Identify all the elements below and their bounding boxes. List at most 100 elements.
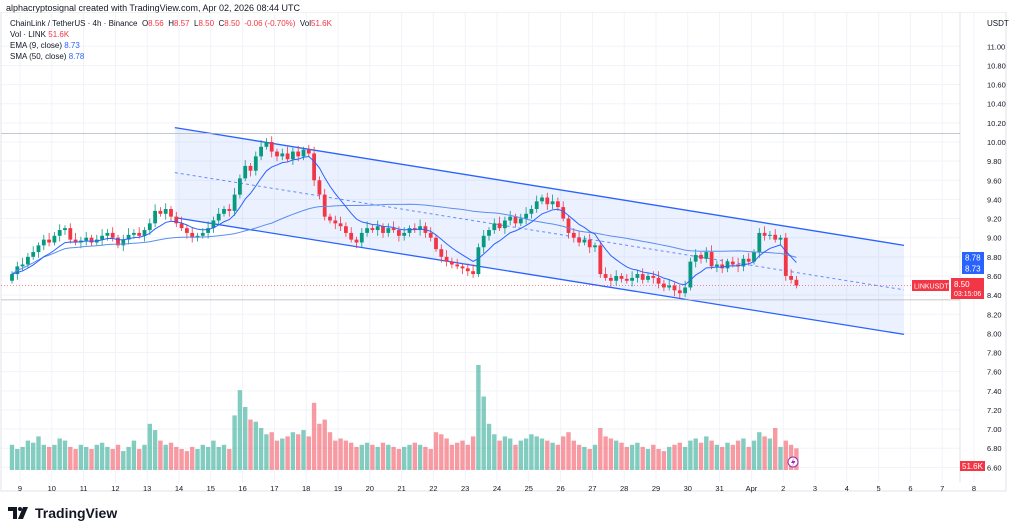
volume-bar xyxy=(513,444,518,470)
price-chart[interactable]: 11.00 10.80 10.60 10.40 10.20 10.00 9.80 9.60 9.… xyxy=(0,12,1024,497)
ema-tag-bg xyxy=(962,263,984,274)
candle-body xyxy=(291,151,295,160)
volume-bar xyxy=(481,396,486,470)
candle-body xyxy=(571,232,576,238)
y-tick-label: 9.80 xyxy=(987,157,1002,166)
volume-bar xyxy=(158,440,163,470)
candle-body xyxy=(137,232,142,236)
candle-body xyxy=(412,228,417,231)
y-tick-label: 8.60 xyxy=(987,272,1002,281)
tradingview-logo[interactable]: TradingView xyxy=(8,505,117,521)
sma-50-line xyxy=(11,203,797,275)
x-tick-label: 20 xyxy=(366,484,374,493)
volume-bar xyxy=(20,446,25,470)
volume-bar xyxy=(232,415,237,470)
y-tick-label: 7.60 xyxy=(987,368,1002,377)
y-tick-label: 10.60 xyxy=(987,81,1006,90)
x-tick-label: 12 xyxy=(111,484,119,493)
volume-bar xyxy=(211,440,216,470)
close-value: 8.50 xyxy=(224,19,240,28)
volume-bar xyxy=(677,442,682,470)
volume-bar xyxy=(412,442,417,470)
credit-line: alphacryptosignal created with TradingVi… xyxy=(6,3,301,13)
x-tick-label: 27 xyxy=(588,484,596,493)
volume-bar xyxy=(523,438,529,470)
candle-body xyxy=(725,261,730,269)
y-tick-label: 8.00 xyxy=(987,329,1002,338)
candle-body xyxy=(656,277,661,284)
close-label: C xyxy=(218,19,225,28)
x-tick-label: 16 xyxy=(238,484,246,493)
volume-bar xyxy=(147,423,152,470)
countdown: 03:15:06 xyxy=(954,291,981,298)
volume-bar xyxy=(57,438,62,470)
candle-body xyxy=(582,239,587,243)
volume-bar xyxy=(349,442,354,470)
candle-body xyxy=(57,230,62,236)
candle-body xyxy=(359,232,364,243)
volume-bar xyxy=(709,440,714,470)
sma-legend[interactable]: SMA (50, close) 8.78 xyxy=(10,51,332,62)
volume-bar xyxy=(778,446,783,470)
candle-body xyxy=(238,178,242,195)
candle-body xyxy=(577,237,581,243)
candle-body xyxy=(110,232,115,238)
candle-body xyxy=(598,245,603,275)
volume-tag-bg xyxy=(960,461,985,471)
x-tick-label: 18 xyxy=(302,484,310,493)
candle-body xyxy=(550,201,555,205)
symbol-legend[interactable]: ChainLink / TetherUS · 4h · Binance O8.5… xyxy=(10,18,332,29)
candle-body xyxy=(487,230,491,236)
candle-body xyxy=(746,258,751,262)
candle-body xyxy=(116,237,120,246)
time-axis[interactable]: 9 10 11 12 13 14 15 16 17 18 19 20 21 22 23 24 25 26 27 28 2… xyxy=(18,484,976,493)
candle-body xyxy=(460,266,465,269)
x-tick-label: 7 xyxy=(940,484,944,493)
x-tick-label: 6 xyxy=(908,484,912,493)
candle-body xyxy=(439,249,444,257)
volume-bar xyxy=(465,444,470,470)
candle-body xyxy=(232,194,237,211)
candle-body xyxy=(47,239,51,243)
candle-body xyxy=(381,226,385,233)
vol-ind-value: 51.6K xyxy=(48,30,70,39)
x-tick-label: 2 xyxy=(781,484,785,493)
ema-legend[interactable]: EMA (9, close) 8.73 xyxy=(10,40,332,51)
price-axis[interactable]: 11.00 10.80 10.60 10.40 10.20 10.00 9.80 9.60 9.… xyxy=(987,42,1006,472)
volume-bar xyxy=(290,432,296,470)
volume-bar xyxy=(555,444,561,470)
candle-body xyxy=(518,218,523,224)
volume-bar xyxy=(725,442,730,470)
volume-bar xyxy=(402,446,407,470)
channel-fill xyxy=(174,127,905,335)
volume-bar xyxy=(380,442,386,470)
candle-body xyxy=(593,245,597,248)
volume-bar xyxy=(269,432,274,470)
last-price-tag-bg xyxy=(951,278,984,299)
ema-tag: 8.73 xyxy=(965,265,981,274)
candle-body xyxy=(317,180,322,195)
volume-bar xyxy=(237,390,243,470)
lightning-icon[interactable] xyxy=(787,456,799,468)
volume-bar xyxy=(751,440,757,470)
candle-body xyxy=(503,220,507,229)
volume-indicator-legend[interactable]: Vol · LINK 51.6K xyxy=(10,29,332,40)
volume-bar xyxy=(566,432,571,470)
volume-tag: 51.6K xyxy=(962,462,984,471)
volume-bar xyxy=(417,444,423,470)
low-label: L xyxy=(194,19,199,28)
parallel-channel[interactable] xyxy=(174,127,905,335)
volume-bar xyxy=(539,438,545,470)
candle-body xyxy=(397,230,401,236)
vol-ind-label: Vol · LINK xyxy=(10,30,47,39)
brand-name: TradingView xyxy=(35,505,118,521)
volume-bar xyxy=(41,444,46,470)
volume-bar xyxy=(651,444,656,470)
candles xyxy=(10,136,799,298)
volume-bar xyxy=(545,440,550,470)
candle-body xyxy=(174,216,179,224)
x-tick-label: 30 xyxy=(684,484,692,493)
candle-body xyxy=(41,239,46,246)
candle-body xyxy=(768,234,772,236)
volume-bar xyxy=(354,446,359,470)
